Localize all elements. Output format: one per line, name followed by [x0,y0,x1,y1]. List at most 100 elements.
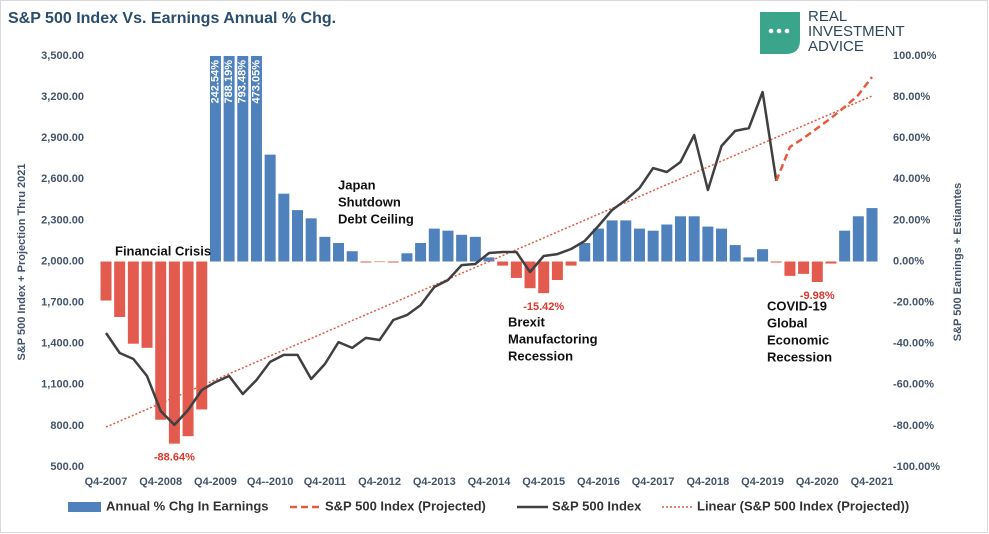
y-tick-label: 3,200.00 [41,91,84,103]
x-tick-label: Q4-2018 [686,476,729,488]
y2-tick-label: 60.00% [893,132,931,144]
bar [510,261,522,278]
bar [387,261,399,263]
y-tick-label: 1,400.00 [41,338,84,350]
bar [223,56,235,262]
annotation: Brexit [508,314,546,329]
bar [250,56,262,262]
y-tick-label: 3,500.00 [41,50,84,62]
x-tick-label: Q4-2007 [85,476,128,488]
bar [565,261,577,266]
bar [401,253,413,262]
bar [852,216,864,262]
plot [100,56,878,444]
y2-tick-label: -20.00% [893,297,934,309]
value-label: -88.64% [154,452,195,464]
bar [825,261,837,264]
bar [264,154,276,262]
bar [415,243,427,262]
bar [770,261,782,263]
x-tick-label: Q4-2016 [577,476,620,488]
bar [456,234,468,262]
bar [237,56,249,262]
legend-label: S&P 500 Index (Projected) [325,498,486,513]
bar [743,257,755,262]
bar [606,220,618,262]
bar [798,261,810,274]
bar [196,261,208,410]
bar [319,236,331,262]
bar [757,249,769,262]
chart-title: S&P 500 Index Vs. Earnings Annual % Chg. [8,10,336,27]
logo-text: INVESTMENT [808,23,905,40]
bar [661,224,673,262]
bar [592,228,604,262]
value-label: 473.05% [250,60,262,104]
bar [729,245,741,262]
bar [182,261,194,437]
bar [333,243,345,262]
y2-tick-label: 0.00% [893,255,924,267]
bar [483,257,495,262]
y2-axis-label: S&P 500 Earnings + Estiamtes [952,183,964,341]
annotation: Recession [767,349,832,364]
bar [839,230,851,262]
y-tick-label: 1,700.00 [41,297,84,309]
bar [278,193,290,262]
bar [579,243,591,262]
y2-tick-label: -40.00% [893,338,934,350]
bar [374,261,386,263]
y2-tick-label: 80.00% [893,91,931,103]
bar [209,56,221,262]
x-tick-label: Q4-2017 [632,476,675,488]
x-tick-label: Q4-2021 [851,476,894,488]
bar [141,261,153,348]
y-tick-label: 2,300.00 [41,214,84,226]
bar [784,261,796,276]
value-label: 788.19% [223,60,235,104]
bar [127,261,139,344]
annotation: Global [767,315,807,330]
logo-dot [768,28,774,34]
annotation: Manufactoring [508,331,598,346]
x-tick-label: Q4-2011 [304,476,346,488]
bar [346,251,358,262]
y2-tick-label: 40.00% [893,173,931,185]
annotation: Japan [338,177,376,192]
bar [442,230,454,262]
dotted-line [105,95,873,428]
bar [675,216,686,262]
annotation: COVID-19 [767,298,827,313]
x-tick-label: Q4-2019 [741,476,784,488]
logo-dot [784,28,790,34]
legend-label: Linear (S&P 500 Index (Projected)) [697,498,909,513]
y-tick-label: 2,900.00 [41,132,84,144]
bar [811,261,823,283]
bar [538,261,550,294]
bar [524,261,536,289]
annotation: Recession [508,348,573,363]
annotation: Economic [767,332,829,347]
bar [305,218,317,262]
legend-label: Annual % Chg In Earnings [106,498,269,513]
bar [647,230,659,262]
annotation: Debt Ceiling [338,211,414,226]
value-label: 793.48% [237,60,249,104]
y2-tick-label: -60.00% [893,379,934,391]
bar [100,261,112,301]
x-tick-label: Q4-2012 [358,476,401,488]
y-tick-label: 1,100.00 [41,379,84,391]
legend-swatch [68,502,101,512]
x-tick-label: Q4-2008 [139,476,182,488]
line-line [104,90,778,427]
value-label: -9.98% [800,290,835,302]
y-tick-label: 500.00 [50,461,84,473]
bar [114,261,126,317]
bar [688,216,700,262]
y-tick-label: 2,600.00 [41,173,84,185]
bar [428,228,440,262]
logo-text: ADVICE [808,38,864,55]
bar [497,261,509,266]
x-tick-label: Q4-2013 [413,476,456,488]
